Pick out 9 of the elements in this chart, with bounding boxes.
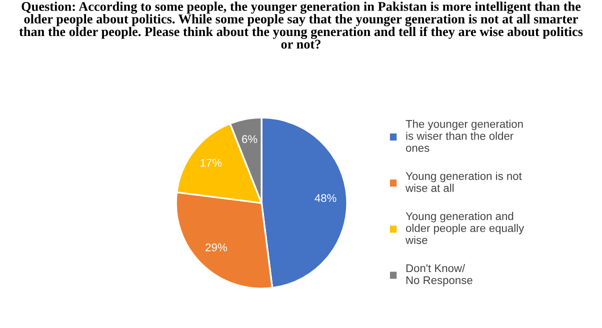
- data-label: 29%: [206, 243, 227, 252]
- legend-label: Young generation is not wise at all: [406, 172, 522, 192]
- legend-label: Don't Know/ No Response: [406, 264, 472, 286]
- legend-label: The younger generation is wiser than the older ones: [406, 120, 523, 152]
- data-label: 48%: [314, 194, 336, 202]
- data-label: 17%: [200, 158, 222, 167]
- data-label: 6%: [242, 135, 258, 144]
- legend-label: Young generation and older people are equally wise: [406, 212, 524, 244]
- chart-title: Question: According to some people, the younger generation in Pakistan is more intelligent than the older people about politics. While some people say that the younger generation is not at all smarter than the older people. Please think about the young generation and tell if they are wise about politics or not?: [19, 2, 583, 49]
